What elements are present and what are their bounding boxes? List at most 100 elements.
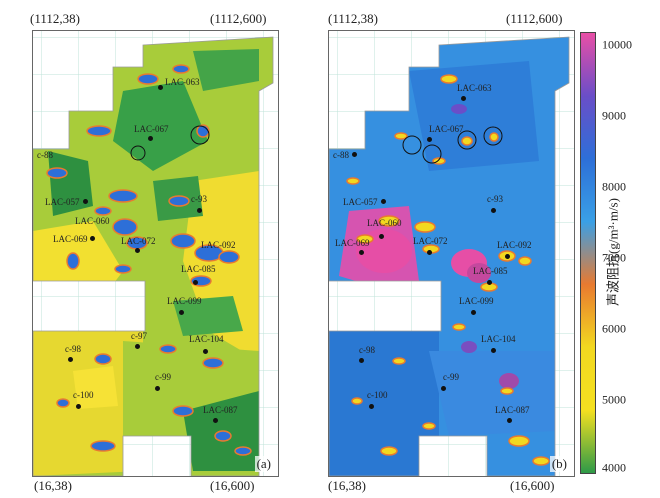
coord-bottom-left-b: (16,38): [328, 478, 366, 493]
coord-top-left-b: (1112,38): [328, 11, 378, 26]
colorbar-tick-4000: 4000: [602, 460, 626, 475]
well-c-99-marker: [441, 383, 446, 393]
impedance-map-panel-b: LAC-063 LAC-067 c-88 LAC-057 c-93 LAC-06…: [328, 30, 575, 477]
well-label: LAC-060: [367, 217, 402, 228]
well-marker: [76, 404, 81, 410]
well-lac-069: LAC-069: [333, 237, 370, 248]
panel-label-a: (a): [254, 456, 273, 472]
well-marker: [427, 250, 432, 256]
well-label: LAC-067: [429, 123, 464, 134]
well-marker: [135, 248, 140, 254]
colorbar-tick-10000: 10000: [602, 37, 632, 52]
well-marker: [491, 348, 496, 354]
well-c-93-marker: [197, 205, 202, 215]
well-label: LAC-104: [189, 333, 224, 344]
well-lac-060: LAC-060: [73, 215, 110, 226]
well-lac-092: LAC-092: [199, 239, 236, 250]
well-label: LAC-069: [53, 233, 88, 244]
well-label: LAC-063: [457, 82, 492, 93]
well-c-93-marker: [491, 205, 496, 215]
well-lac-092: LAC-092: [495, 239, 532, 250]
well-label: c-99: [155, 371, 171, 382]
well-label: LAC-087: [203, 404, 238, 415]
well-c-100: c-100: [365, 389, 388, 400]
well-lac-069-marker: [359, 247, 364, 257]
well-label: LAC-067: [134, 123, 169, 134]
well-lac-085: LAC-085: [471, 265, 508, 276]
well-marker: [197, 208, 202, 214]
well-marker: [471, 310, 476, 316]
well-lac-063: LAC-063: [455, 82, 492, 93]
well-label: c-93: [191, 193, 207, 204]
well-lac-092-marker: [505, 251, 510, 261]
well-lac-104: LAC-104: [187, 333, 224, 344]
coord-bottom-right-a: (16,600): [210, 478, 255, 493]
impedance-map-a: [33, 31, 278, 476]
impedance-map-b: [329, 31, 574, 476]
well-lac-099-marker: [471, 307, 476, 317]
well-marker: [369, 404, 374, 410]
colorbar-tick-9000: 9000: [602, 108, 626, 123]
well-c-97: c-97: [129, 330, 147, 341]
well-lac-099: LAC-099: [457, 295, 494, 306]
well-c-93: c-93: [485, 193, 503, 204]
well-c-100-marker: [76, 401, 81, 411]
well-label: LAC-057: [45, 196, 80, 207]
well-lac-072-marker: [427, 247, 432, 257]
well-lac-067-marker: [148, 133, 153, 143]
well-c-100-marker: [369, 401, 374, 411]
well-lac-057: LAC-057: [43, 196, 88, 207]
well-marker: [507, 418, 512, 424]
colorbar-tick-6000: 6000: [602, 321, 626, 336]
well-label: c-100: [73, 389, 94, 400]
well-label: LAC-057: [343, 196, 378, 207]
well-c-100: c-100: [71, 389, 94, 400]
well-c-98: c-98: [357, 344, 375, 355]
well-label: c-97: [131, 330, 147, 341]
well-marker: [505, 254, 510, 260]
well-lac-104-marker: [491, 345, 496, 355]
coord-bottom-right-b: (16,600): [510, 478, 555, 493]
well-c-99: c-99: [441, 371, 459, 382]
well-marker: [135, 344, 140, 350]
well-c-88: c-88: [331, 149, 357, 160]
well-c-98-marker: [359, 355, 364, 365]
well-lac-060: LAC-060: [365, 217, 402, 228]
well-label: LAC-085: [181, 263, 216, 274]
colorbar-tick-8000: 8000: [602, 179, 626, 194]
well-marker: [379, 234, 384, 240]
well-lac-069: LAC-069: [51, 233, 95, 244]
well-c-93: c-93: [189, 193, 207, 204]
well-lac-060-marker: [379, 231, 384, 241]
well-lac-067: LAC-067: [427, 123, 464, 134]
well-c-97-marker: [135, 341, 140, 351]
coord-bottom-left-a: (16,38): [34, 478, 72, 493]
well-label: LAC-099: [167, 295, 202, 306]
colorbar-title: 声波阻抗(g/m³·m/s): [605, 198, 621, 306]
well-marker: [155, 386, 160, 392]
well-label: LAC-092: [497, 239, 532, 250]
coord-top-right-a: (1112,600): [210, 11, 267, 26]
well-label: LAC-104: [481, 333, 516, 344]
well-lac-104: LAC-104: [479, 333, 516, 344]
well-lac-087-marker: [213, 415, 218, 425]
well-label: LAC-072: [413, 235, 448, 246]
well-lac-104-marker: [203, 346, 208, 356]
colorbar-tick-7000: 7000: [602, 250, 626, 265]
well-marker: [213, 418, 218, 424]
well-marker: [380, 199, 386, 205]
well-marker: [461, 96, 466, 102]
well-lac-099-marker: [179, 307, 184, 317]
well-marker: [487, 280, 492, 286]
well-label: LAC-092: [201, 239, 236, 250]
panel-label-b: (b): [549, 456, 569, 472]
well-label: LAC-072: [121, 235, 156, 246]
well-lac-099: LAC-099: [165, 295, 202, 306]
well-label: c-88: [333, 149, 349, 160]
well-marker: [203, 349, 208, 355]
well-lac-072: LAC-072: [411, 235, 448, 246]
well-label: c-93: [487, 193, 503, 204]
well-lac-057: LAC-057: [341, 196, 386, 207]
well-lac-072-marker: [135, 245, 140, 255]
well-lac-067: LAC-067: [132, 123, 169, 134]
